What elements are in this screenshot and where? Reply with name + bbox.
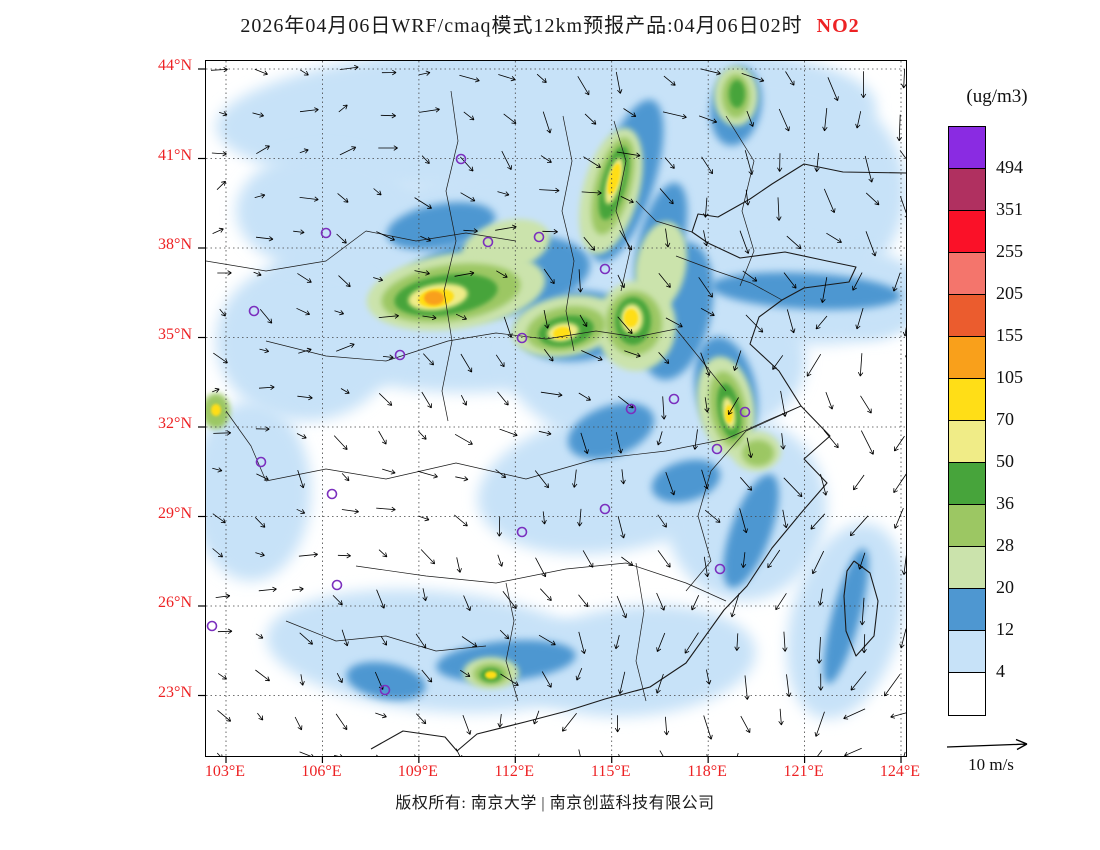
colorbar-unit-label: (ug/m3) bbox=[966, 86, 1028, 107]
colorbar-tick-label: 36 bbox=[996, 493, 1014, 513]
colorbar-swatches bbox=[948, 126, 986, 716]
city-marker-icon bbox=[625, 403, 637, 415]
colorbar-swatch bbox=[949, 463, 985, 505]
colorbar-legend: (ug/m3) 494 351 255 205 155 105 70 50 36 28 20 12 4 bbox=[948, 86, 1098, 751]
city-marker-icon bbox=[455, 153, 467, 165]
colorbar-tick-label: 351 bbox=[996, 199, 1023, 219]
city-marker-icon bbox=[714, 563, 726, 575]
colorbar-swatch bbox=[949, 295, 985, 337]
colorbar-swatch bbox=[949, 211, 985, 253]
city-markers bbox=[206, 153, 751, 696]
city-marker-icon bbox=[711, 443, 723, 455]
graticule bbox=[206, 61, 906, 756]
pollution-field bbox=[206, 61, 906, 719]
colorbar-swatch bbox=[949, 673, 985, 715]
city-marker-icon bbox=[206, 620, 218, 632]
city-marker-icon bbox=[599, 503, 611, 515]
colorbar-tick-label: 155 bbox=[996, 325, 1023, 345]
colorbar-swatch bbox=[949, 631, 985, 673]
colorbar-swatch bbox=[949, 337, 985, 379]
colorbar-swatch bbox=[949, 421, 985, 463]
city-marker-icon bbox=[248, 305, 260, 317]
lat-tick-label: 35°N bbox=[158, 325, 192, 343]
map-canvas bbox=[198, 61, 906, 763]
colorbar-tick-label: 70 bbox=[996, 409, 1014, 429]
colorbar-swatch bbox=[949, 127, 985, 169]
axis-ticks bbox=[198, 68, 902, 763]
colorbar-tick-label: 28 bbox=[996, 535, 1014, 555]
wind-vectors bbox=[210, 64, 906, 756]
colorbar-tick-label: 4 bbox=[996, 661, 1005, 681]
city-marker-icon bbox=[394, 349, 406, 361]
city-marker-icon bbox=[326, 488, 338, 500]
colorbar-tick-label: 105 bbox=[996, 367, 1023, 387]
wind-reference: 10 m/s bbox=[936, 737, 1046, 775]
wind-reference-arrow-icon bbox=[946, 738, 1028, 751]
city-marker-icon bbox=[331, 579, 343, 591]
city-marker-icon bbox=[379, 684, 391, 696]
colorbar-swatch bbox=[949, 379, 985, 421]
title-text: 2026年04月06日WRF/cmaq模式12km预报产品:04月06日02时 bbox=[240, 15, 803, 37]
province-boundaries bbox=[206, 90, 906, 752]
colorbar-swatch bbox=[949, 547, 985, 589]
city-marker-icon bbox=[599, 263, 611, 275]
lat-tick-label: 23°N bbox=[158, 683, 192, 701]
colorbar-tick-label: 50 bbox=[996, 451, 1014, 471]
map-plot-area bbox=[198, 60, 907, 763]
lon-tick-label: 124°E bbox=[879, 763, 921, 780]
colorbar-tick-label: 255 bbox=[996, 241, 1023, 261]
city-marker-icon bbox=[255, 456, 267, 468]
lat-tick-label: 29°N bbox=[158, 504, 192, 522]
lon-tick-label: 109°E bbox=[397, 763, 438, 780]
lat-tick-label: 41°N bbox=[158, 146, 192, 164]
lon-tick-label: 103°E bbox=[204, 763, 246, 780]
lon-tick-label: 118°E bbox=[687, 763, 727, 780]
lat-tick-label: 44°N bbox=[158, 57, 192, 74]
colorbar-tick-label: 494 bbox=[996, 157, 1023, 177]
lat-tick-label: 26°N bbox=[158, 594, 192, 611]
colorbar-tick-label: 205 bbox=[996, 283, 1023, 303]
lon-tick-label: 106°E bbox=[301, 763, 342, 780]
colorbar-swatch bbox=[949, 589, 985, 631]
city-marker-icon bbox=[320, 227, 332, 239]
figure-title: 2026年04月06日WRF/cmaq模式12km预报产品:04月06日02时 N… bbox=[0, 9, 1100, 38]
city-marker-icon bbox=[516, 332, 528, 344]
colorbar-tick-label: 12 bbox=[996, 619, 1014, 639]
copyright-text: 版权所有: 南京大学 | 南京创蓝科技有限公司 bbox=[395, 795, 715, 812]
lon-tick-label: 121°E bbox=[783, 763, 824, 780]
lat-tick-label: 38°N bbox=[158, 236, 192, 253]
colorbar-tick-label: 20 bbox=[996, 577, 1014, 597]
city-marker-icon bbox=[739, 406, 751, 418]
lat-tick-label: 32°N bbox=[158, 415, 192, 432]
city-marker-icon bbox=[668, 393, 680, 405]
colorbar-swatch bbox=[949, 253, 985, 295]
lon-tick-label: 115°E bbox=[590, 763, 631, 780]
city-marker-icon bbox=[533, 231, 545, 243]
city-marker-icon bbox=[482, 236, 494, 248]
colorbar-swatch bbox=[949, 505, 985, 547]
wind-reference-label: 10 m/s bbox=[968, 755, 1014, 774]
title-pollutant: NO2 bbox=[816, 15, 860, 37]
colorbar-swatch bbox=[949, 169, 985, 211]
lon-tick-label: 112°E bbox=[494, 763, 535, 780]
city-marker-icon bbox=[516, 526, 528, 538]
